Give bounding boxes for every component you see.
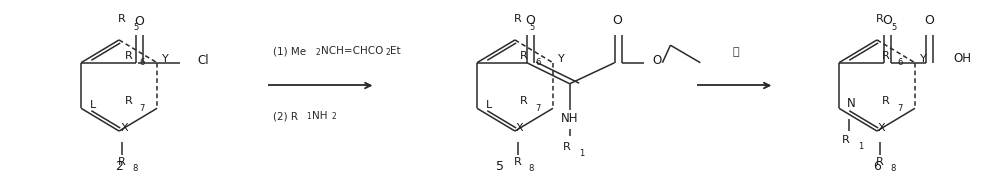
Text: R: R — [520, 96, 528, 106]
Text: 5: 5 — [891, 23, 897, 32]
Text: (1) Me: (1) Me — [273, 46, 306, 56]
Text: 2: 2 — [331, 112, 336, 121]
Text: 1: 1 — [858, 142, 864, 151]
Text: Y: Y — [162, 54, 169, 64]
Text: O: O — [652, 54, 662, 67]
Text: 2: 2 — [385, 48, 390, 57]
Text: 1: 1 — [579, 149, 584, 158]
Text: 2: 2 — [115, 161, 123, 174]
Text: (2) R: (2) R — [273, 111, 298, 121]
Text: Y: Y — [558, 54, 565, 64]
Text: 8: 8 — [890, 164, 896, 173]
Text: 6: 6 — [140, 58, 145, 67]
Text: R: R — [520, 51, 528, 61]
Text: O: O — [525, 14, 535, 27]
Text: NH: NH — [312, 111, 327, 121]
Text: Cl: Cl — [198, 54, 209, 67]
Text: L: L — [90, 100, 96, 110]
Text: 5: 5 — [529, 23, 535, 32]
Text: NH: NH — [561, 112, 578, 125]
Text: R: R — [514, 14, 522, 24]
Text: 5: 5 — [133, 23, 139, 32]
Text: 7: 7 — [140, 104, 145, 113]
Text: R: R — [118, 157, 126, 167]
Text: 1: 1 — [307, 112, 311, 121]
Text: 2: 2 — [316, 48, 320, 57]
Text: R: R — [842, 135, 850, 145]
Text: R: R — [124, 51, 132, 61]
Text: R: R — [876, 157, 884, 167]
Text: Et: Et — [390, 46, 401, 56]
Text: 6: 6 — [536, 58, 541, 67]
Text: R: R — [882, 51, 890, 61]
Text: 8: 8 — [132, 164, 138, 173]
Text: O: O — [882, 14, 892, 27]
Text: NCH=CHCO: NCH=CHCO — [320, 46, 383, 56]
Text: 7: 7 — [898, 104, 903, 113]
Text: OH: OH — [954, 52, 972, 65]
Text: R: R — [882, 96, 890, 106]
Text: R: R — [118, 14, 126, 24]
Text: N: N — [847, 97, 855, 110]
Text: R: R — [876, 14, 884, 24]
Text: O: O — [134, 15, 144, 28]
Text: Y: Y — [920, 54, 927, 64]
Text: X: X — [878, 123, 886, 134]
Text: 6: 6 — [898, 58, 903, 67]
Text: R: R — [124, 96, 132, 106]
Text: O: O — [613, 14, 623, 27]
Text: X: X — [516, 123, 524, 134]
Text: 6: 6 — [873, 161, 881, 174]
Text: 碱: 碱 — [733, 47, 739, 57]
Text: X: X — [120, 123, 128, 134]
Text: O: O — [924, 14, 934, 27]
Text: 5: 5 — [496, 161, 504, 174]
Text: L: L — [486, 100, 492, 110]
Text: R: R — [563, 142, 571, 152]
Text: 8: 8 — [528, 164, 534, 173]
Text: R: R — [514, 157, 522, 167]
Text: 7: 7 — [536, 104, 541, 113]
